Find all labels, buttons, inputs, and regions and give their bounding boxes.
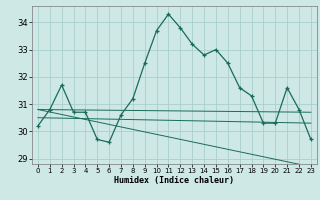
X-axis label: Humidex (Indice chaleur): Humidex (Indice chaleur) <box>115 176 234 185</box>
